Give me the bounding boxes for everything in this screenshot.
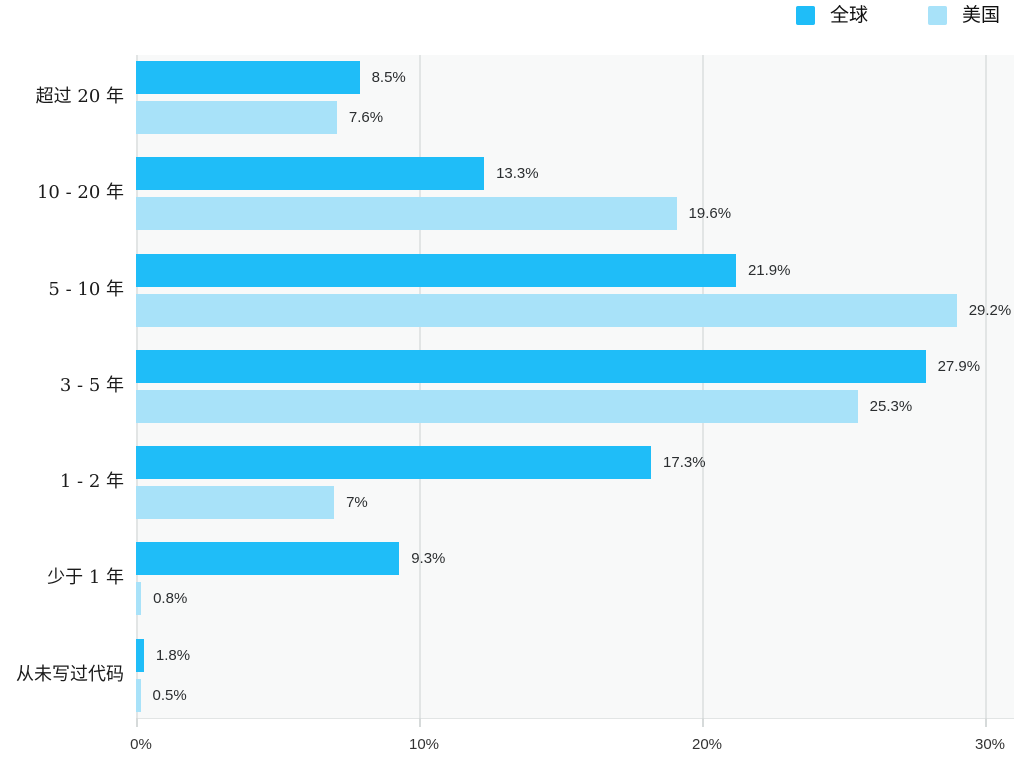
x-tick-mark xyxy=(985,718,987,727)
bar-global xyxy=(136,350,926,383)
bar-value-label: 25.3% xyxy=(869,398,913,415)
bar-value-label: 0.5% xyxy=(152,687,187,704)
x-tick-mark xyxy=(702,718,704,727)
category-label: 1 - 2 年 xyxy=(59,471,124,492)
bar-global xyxy=(136,157,485,190)
bar-value-label: 27.9% xyxy=(937,358,981,375)
category-label: 从未写过代码 xyxy=(16,664,124,685)
bar-value-label: 21.9% xyxy=(747,262,791,279)
bar-us xyxy=(136,582,142,615)
bar-value-label: 7% xyxy=(346,494,368,511)
legend-label-global: 全球 xyxy=(829,4,868,26)
bar-us xyxy=(136,390,858,423)
category-label: 超过 20 年 xyxy=(35,86,124,107)
bar-global xyxy=(136,446,652,479)
category-label: 少于 1 年 xyxy=(47,567,124,588)
gridline xyxy=(985,55,987,718)
bar-value-label: 29.2% xyxy=(968,302,1012,319)
bar-value-label: 9.3% xyxy=(411,550,446,567)
bar-value-label: 7.6% xyxy=(348,109,384,126)
gridline xyxy=(136,55,138,718)
bar-global xyxy=(136,61,360,94)
bar-us xyxy=(136,486,335,519)
category-label: 5 - 10 年 xyxy=(48,279,124,300)
x-tick-label: 10% xyxy=(408,736,440,753)
x-tick-label: 0% xyxy=(130,736,152,753)
bar-value-label: 19.6% xyxy=(688,205,732,222)
category-label: 3 - 5 年 xyxy=(59,375,124,396)
bar-us xyxy=(136,679,141,712)
gridline xyxy=(419,55,421,718)
bar-value-label: 8.5% xyxy=(371,69,406,86)
bar-us xyxy=(136,294,957,327)
x-tick-label: 20% xyxy=(691,736,723,753)
gridline xyxy=(702,55,704,718)
legend-swatch-global-icon xyxy=(795,6,815,25)
bar-us xyxy=(136,197,677,230)
bar-global xyxy=(136,542,400,575)
category-label: 10 - 20 年 xyxy=(36,182,124,203)
legend-item-global[interactable]: 全球 xyxy=(795,4,868,26)
legend-swatch-us-icon xyxy=(927,6,947,25)
bar-value-label: 17.3% xyxy=(663,454,706,471)
bar-global xyxy=(136,639,144,672)
legend-item-us[interactable]: 美国 xyxy=(927,4,1000,26)
bar-us xyxy=(136,101,337,134)
bar-global xyxy=(136,254,736,287)
x-tick-mark xyxy=(419,718,421,727)
bar-value-label: 0.8% xyxy=(153,590,188,607)
bar-value-label: 1.8% xyxy=(155,647,191,664)
bar-value-label: 13.3% xyxy=(496,165,539,182)
legend-label-us: 美国 xyxy=(961,4,1000,26)
legend: 全球 美国 xyxy=(795,4,1000,26)
x-tick-label: 30% xyxy=(974,736,1006,753)
x-tick-mark xyxy=(136,718,138,727)
plot-area: 8.5% 7.6% 13.3% 19.6% 21.9% 29.2% 27.9% 25.3% 17… xyxy=(136,55,1014,719)
